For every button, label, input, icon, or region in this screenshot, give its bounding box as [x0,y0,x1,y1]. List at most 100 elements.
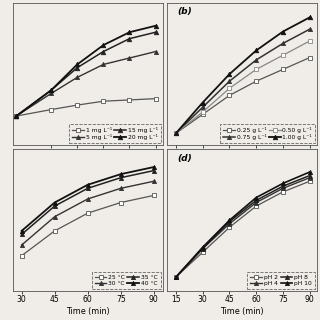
0.50 g L⁻¹ [174,131,178,135]
1.00 g L⁻¹ [254,49,258,52]
40 °C [119,172,123,176]
1 mg L⁻¹ [154,97,157,100]
30 °C [119,187,123,190]
25 °C [119,201,123,204]
0.75 g L⁻¹ [174,131,178,135]
pH 8 [308,174,312,178]
0.75 g L⁻¹ [201,105,204,109]
1 mg L⁻¹ [14,114,18,118]
5 mg L⁻¹ [128,56,132,60]
Line: 20 mg L⁻¹: 20 mg L⁻¹ [14,24,158,118]
0.25 g L⁻¹ [228,93,231,97]
1.00 g L⁻¹ [201,100,204,104]
35 °C [119,176,123,180]
0.25 g L⁻¹ [281,68,285,71]
Legend: 25 °C, 30 °C, 35 °C, 40 °C: 25 °C, 30 °C, 35 °C, 40 °C [92,272,161,289]
20 mg L⁻¹ [49,88,53,92]
20 mg L⁻¹ [101,43,105,47]
25 °C [86,211,90,215]
Line: pH 8: pH 8 [174,173,312,279]
Line: 35 °C: 35 °C [20,169,156,236]
5 mg L⁻¹ [14,114,18,118]
pH 2 [308,179,312,183]
Line: pH 2: pH 2 [174,179,312,279]
30 °C [20,243,24,247]
1 mg L⁻¹ [128,98,132,102]
15 mg L⁻¹ [14,114,18,118]
0.75 g L⁻¹ [228,79,231,83]
pH 4 [281,187,285,190]
Line: 1 mg L⁻¹: 1 mg L⁻¹ [14,97,157,118]
0.25 g L⁻¹ [174,131,178,135]
15 mg L⁻¹ [154,30,157,34]
40 °C [20,229,24,233]
pH 10 [254,196,258,199]
1.00 g L⁻¹ [281,30,285,34]
Line: 25 °C: 25 °C [20,194,156,258]
pH 10 [201,245,204,249]
pH 2 [281,190,285,194]
Legend: pH 2, pH 4, pH 8, pH 10: pH 2, pH 4, pH 8, pH 10 [247,272,315,289]
Text: (b): (b) [178,7,192,16]
5 mg L⁻¹ [101,62,105,66]
1 mg L⁻¹ [49,108,53,112]
0.75 g L⁻¹ [308,27,312,31]
pH 8 [228,220,231,224]
35 °C [20,233,24,236]
Line: 40 °C: 40 °C [20,165,156,233]
0.50 g L⁻¹ [201,110,204,114]
pH 2 [201,250,204,254]
Line: 15 mg L⁻¹: 15 mg L⁻¹ [14,30,158,118]
1.00 g L⁻¹ [174,131,178,135]
30 °C [152,179,156,183]
1 mg L⁻¹ [101,99,105,103]
pH 4 [254,201,258,204]
20 mg L⁻¹ [154,24,157,28]
pH 2 [174,275,178,279]
5 mg L⁻¹ [75,76,79,79]
0.25 g L⁻¹ [254,79,258,83]
pH 4 [308,176,312,180]
25 °C [20,254,24,258]
pH 8 [174,275,178,279]
35 °C [53,204,57,208]
pH 10 [174,275,178,279]
30 °C [53,215,57,219]
0.50 g L⁻¹ [281,53,285,57]
Text: (d): (d) [178,154,192,163]
30 °C [86,197,90,201]
20 mg L⁻¹ [14,114,18,118]
20 mg L⁻¹ [75,62,79,66]
pH 8 [281,184,285,188]
pH 10 [308,170,312,174]
25 °C [53,229,57,233]
Legend: 1 mg L⁻¹, 5 mg L⁻¹, 15 mg L⁻¹, 20 mg L⁻¹: 1 mg L⁻¹, 5 mg L⁻¹, 15 mg L⁻¹, 20 mg L⁻¹ [69,124,161,143]
Line: 30 °C: 30 °C [20,179,156,247]
15 mg L⁻¹ [49,88,53,92]
40 °C [152,165,156,169]
pH 4 [201,247,204,251]
40 °C [53,201,57,204]
pH 10 [281,181,285,185]
Line: 0.25 g L⁻¹: 0.25 g L⁻¹ [174,56,312,135]
Line: 0.50 g L⁻¹: 0.50 g L⁻¹ [174,39,312,135]
pH 2 [228,225,231,229]
Line: pH 4: pH 4 [174,176,312,279]
Line: 0.75 g L⁻¹: 0.75 g L⁻¹ [174,27,312,135]
1.00 g L⁻¹ [228,72,231,76]
20 mg L⁻¹ [128,30,132,34]
Line: 1.00 g L⁻¹: 1.00 g L⁻¹ [174,15,312,135]
0.75 g L⁻¹ [281,42,285,45]
pH 4 [174,275,178,279]
pH 2 [254,204,258,208]
15 mg L⁻¹ [101,50,105,53]
Line: pH 10: pH 10 [174,170,312,279]
pH 8 [254,198,258,202]
25 °C [152,194,156,197]
15 mg L⁻¹ [128,37,132,41]
5 mg L⁻¹ [154,50,157,53]
pH 8 [201,247,204,251]
40 °C [86,183,90,187]
1.00 g L⁻¹ [308,15,312,19]
pH 4 [228,222,231,226]
